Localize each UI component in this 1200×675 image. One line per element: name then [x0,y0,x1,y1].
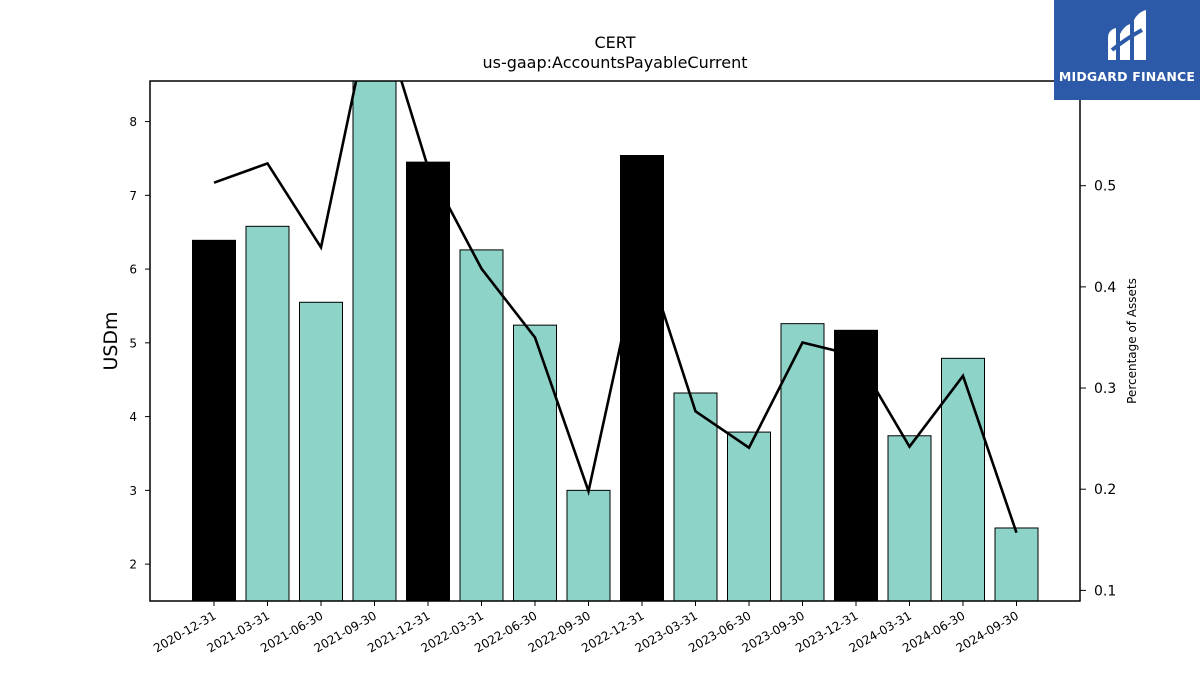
y2-tick-label: 0.1 [1094,583,1116,599]
bar-2023-09-30 [780,323,825,602]
chart-subtitle: us-gaap:AccountsPayableCurrent [482,53,747,72]
bar-2021-03-31 [245,225,290,602]
bar-2023-03-31 [673,392,718,602]
y-tick-label: 4 [129,410,137,424]
y-tick-label: 2 [129,558,137,572]
y2-tick-label: 0.3 [1094,381,1116,397]
y2-tick-label: 0.5 [1094,179,1116,195]
plot-frame [149,80,1081,602]
y-tick-label: 3 [129,484,137,498]
y2-axis-label: Percentage of Assets [1125,278,1139,404]
y-axis-right: 0.1 0.2 0.3 0.4 0.5 [1080,179,1116,599]
bar-2022-06-30 [513,324,557,602]
percentage-line [213,81,1018,534]
bar-2020-12-31 [192,239,236,602]
bar-2024-03-31 [887,435,932,602]
y-tick-label: 7 [129,189,137,203]
bar-series [192,80,1039,602]
bar-2024-09-30 [994,527,1039,602]
bar-2024-06-30 [941,357,985,602]
bar-2022-03-31 [459,249,504,602]
y-tick-label: 8 [129,115,137,129]
y-axis-label: USDm [100,311,122,370]
bar-2021-12-31 [406,161,450,602]
bar-2023-12-31 [834,329,878,602]
bar-2023-06-30 [727,431,771,602]
y2-tick-label: 0.2 [1094,482,1116,498]
bar-2022-09-30 [566,489,611,602]
bar-2021-09-30 [352,80,397,602]
x-axis: 2020-12-312021-03-312021-06-302021-09-30… [151,601,1021,655]
chart-title: CERT [594,33,635,52]
y-tick-label: 5 [129,336,137,350]
midgard-finance-logo: MIDGARD FINANCE [1054,0,1200,100]
logo-text: MIDGARD FINANCE [1058,69,1196,84]
y-axis-left: 2 3 4 5 6 7 8 [129,115,150,572]
bar-2021-06-30 [299,301,343,602]
y-tick-label: 6 [129,263,137,277]
midgard-logo-icon [1108,10,1146,60]
bar-2022-12-31 [620,154,664,602]
y2-tick-label: 0.4 [1094,280,1116,296]
